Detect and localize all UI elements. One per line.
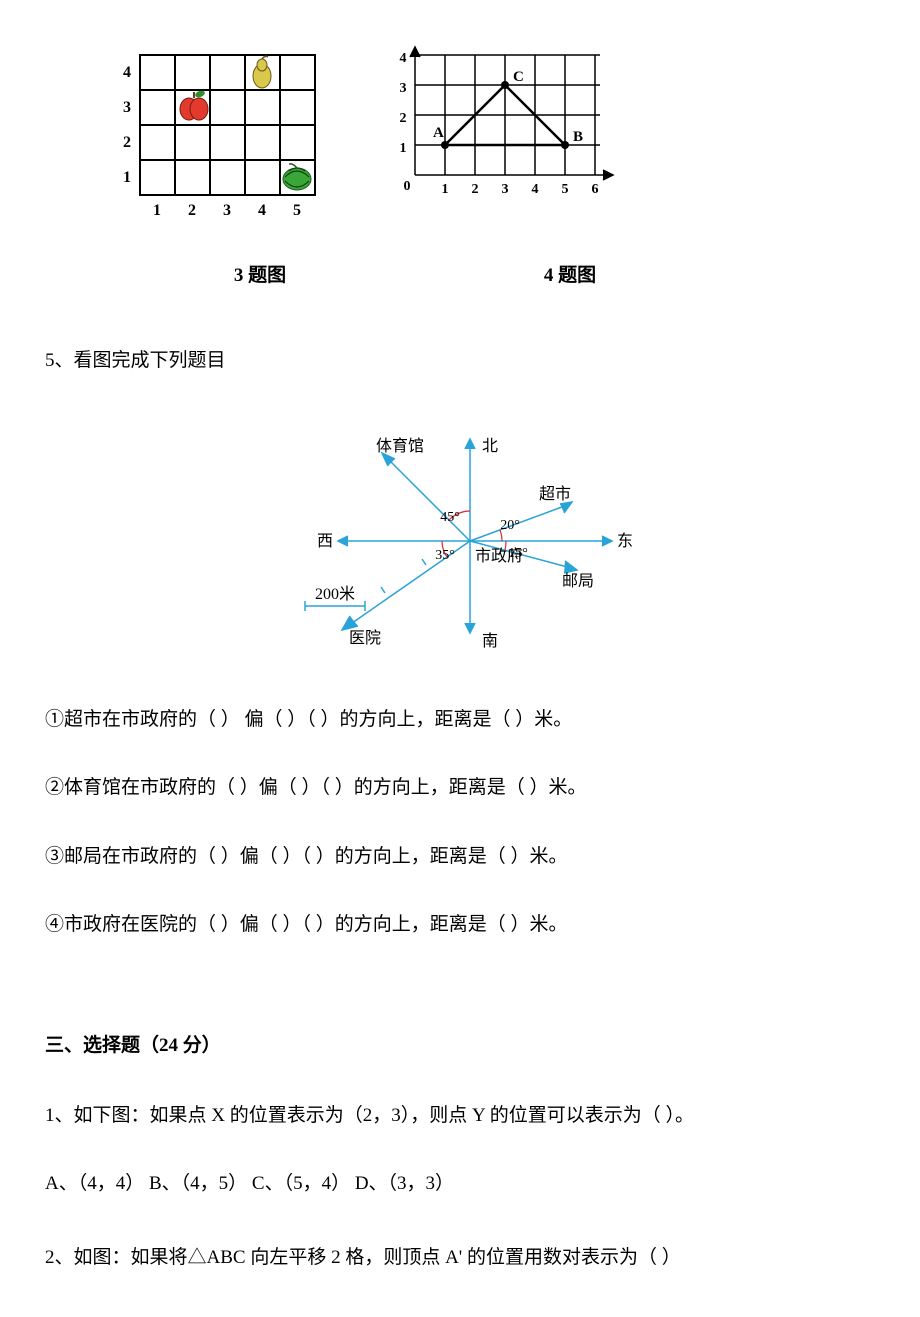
q5-item-2: ②体育馆在市政府的（ ）偏（ ）（ ）的方向上，距离是（ ）米。 <box>45 774 875 803</box>
abc-chart-figure: 4 3 2 1 0 1 2 3 4 5 6 A C B <box>385 45 625 205</box>
abc-label-A: A <box>433 125 444 141</box>
q3-2: 2、如图：如果将△ABC 向左平移 2 格，则顶点 A' 的位置用数对表示为（ … <box>45 1244 875 1273</box>
abc-x-1: 1 <box>442 182 449 197</box>
q3-1: 1、如下图：如果点 X 的位置表示为（2，3），则点 Y 的位置可以表示为（ ）… <box>45 1102 875 1131</box>
fruit-grid-figure: 4 3 2 1 1 2 3 4 5 <box>105 45 325 225</box>
abc-y-2: 2 <box>400 111 407 126</box>
compass-hospital: 医院 <box>349 629 381 647</box>
compass-east: 东 <box>617 532 633 550</box>
caption-right: 4 题图 <box>415 260 725 287</box>
abc-y-3: 3 <box>400 81 407 96</box>
compass-west: 西 <box>317 533 333 550</box>
angle-gym: 45° <box>440 510 460 525</box>
melon-icon <box>283 164 311 190</box>
caption-left: 3 题图 <box>105 260 415 287</box>
x-label-5: 5 <box>293 202 301 219</box>
compass-post: 邮局 <box>562 572 594 590</box>
compass-north: 北 <box>482 437 498 455</box>
x-label-4: 4 <box>258 202 266 219</box>
q5-item-4: ④市政府在医院的（ ）偏（ ）（ ）的方向上，距离是（ ）米。 <box>45 911 875 940</box>
q5-header: 5、看图完成下列题目 <box>45 347 875 376</box>
abc-x-2: 2 <box>472 182 479 197</box>
abc-label-C: C <box>513 69 524 85</box>
abc-x-3: 3 <box>502 182 509 197</box>
section-3-title: 三、选择题（24 分） <box>45 1030 875 1057</box>
abc-x-5: 5 <box>562 182 569 197</box>
angle-post: 15° <box>508 546 528 561</box>
y-label-2: 2 <box>123 134 131 151</box>
compass-scale: 200米 <box>315 585 355 603</box>
y-label-4: 4 <box>123 64 131 81</box>
compass-south: 南 <box>482 632 498 650</box>
q3-1-opts: A、（4，4） B、（4，5） C、（5，4） D、（3，3） <box>45 1170 875 1199</box>
angle-market: 20° <box>500 518 520 533</box>
y-label-1: 1 <box>123 169 131 186</box>
abc-y-1: 1 <box>400 141 407 156</box>
y-label-3: 3 <box>123 99 131 116</box>
x-label-3: 3 <box>223 202 231 219</box>
q5-item-1: ①超市在市政府的（ ） 偏（ ）（ ）的方向上，距离是（ ）米。 <box>45 706 875 735</box>
compass-gym: 体育馆 <box>376 437 424 455</box>
q5-item-3: ③邮局在市政府的（ ）偏（ ）（ ）的方向上，距离是（ ）米。 <box>45 843 875 872</box>
abc-x-6: 6 <box>592 182 599 197</box>
abc-x-4: 4 <box>532 182 539 197</box>
x-label-2: 2 <box>188 202 196 219</box>
angle-hospital: 35° <box>435 548 455 563</box>
abc-label-B: B <box>573 129 583 145</box>
compass-figure: 北 南 东 西 体育馆 超市 邮局 医院 市政府 200米 45° 35° 20… <box>250 421 670 661</box>
x-label-1: 1 <box>153 202 161 219</box>
apple-icon <box>180 89 208 120</box>
abc-0: 0 <box>404 179 411 194</box>
pear-icon <box>253 56 271 88</box>
abc-y-4: 4 <box>400 51 407 66</box>
compass-market: 超市 <box>539 485 571 503</box>
